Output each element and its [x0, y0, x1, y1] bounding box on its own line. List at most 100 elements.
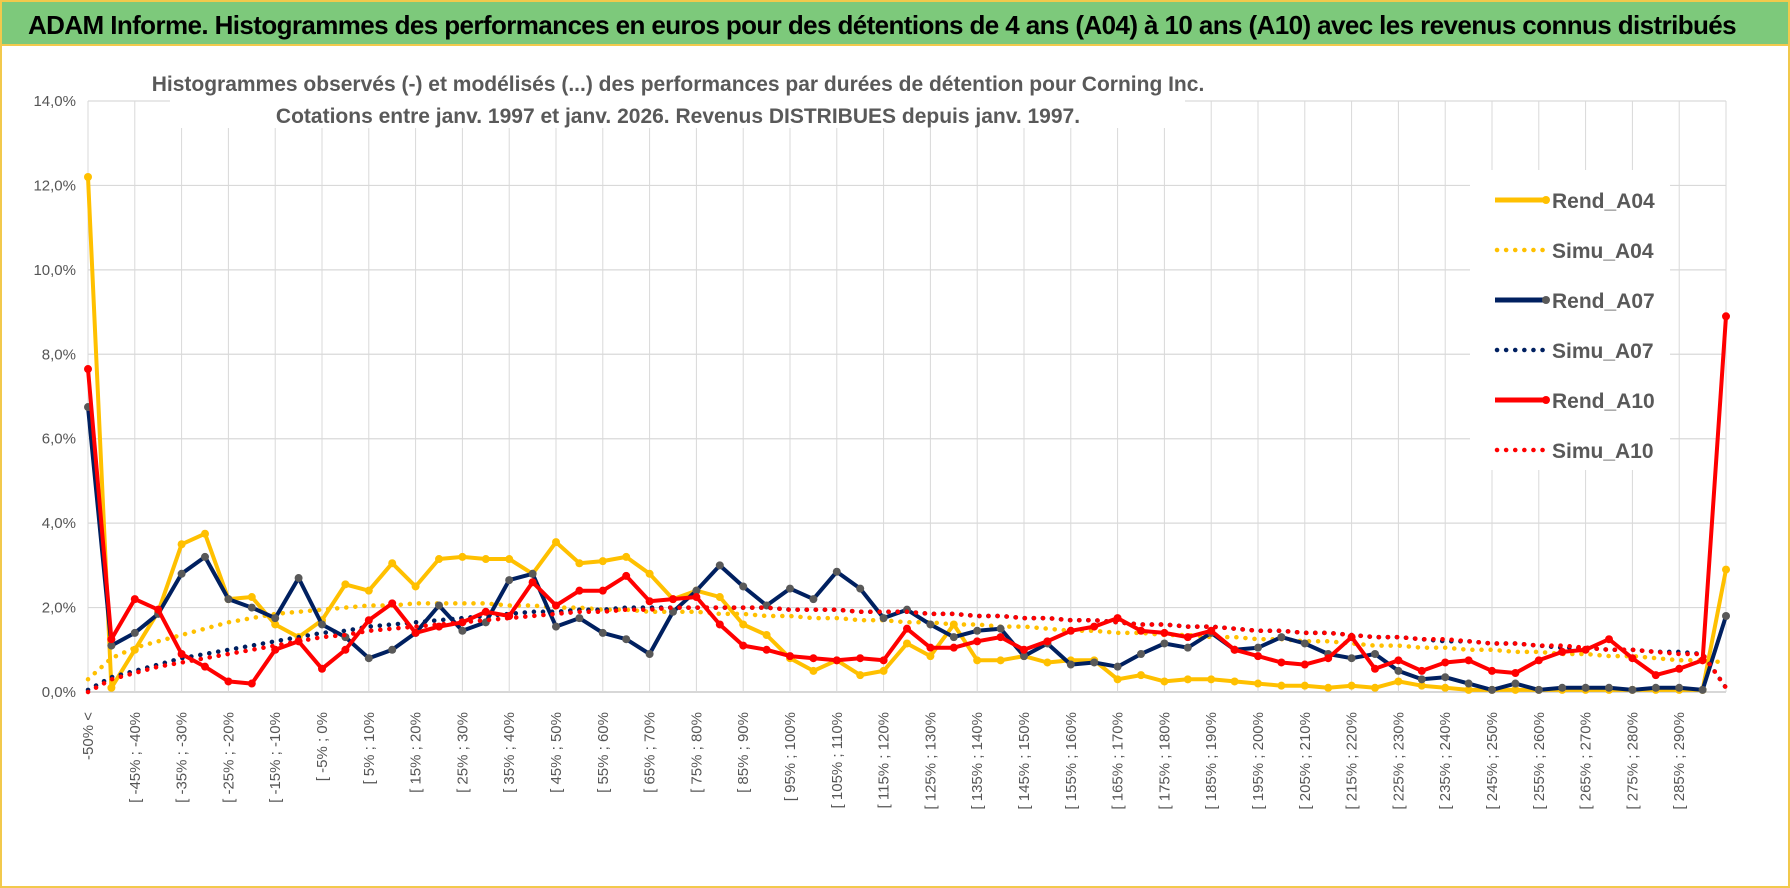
data-point: [739, 641, 748, 650]
data-point: [1254, 679, 1262, 688]
x-tick-label: [ 35% ; 40%: [501, 712, 518, 793]
y-tick-label: 0,0%: [42, 684, 76, 701]
legend-item-rend-a04: Rend_A04: [1495, 190, 1655, 213]
data-point: [1137, 650, 1145, 659]
data-point: [1324, 683, 1333, 692]
data-point: [1207, 675, 1216, 684]
data-point: [458, 626, 467, 635]
data-point: [762, 631, 771, 640]
data-point: [1581, 683, 1590, 692]
data-point: [575, 559, 584, 568]
data-point: [1020, 652, 1028, 661]
data-point: [318, 620, 326, 629]
legend-label: Rend_A07: [1552, 290, 1655, 313]
data-point: [1488, 666, 1496, 675]
data-point: [1277, 658, 1286, 667]
data-point: [1534, 656, 1543, 665]
x-tick-label: [ 255% ; 260%: [1531, 712, 1548, 810]
data-point: [271, 614, 280, 623]
y-tick-label: 12,0%: [33, 177, 76, 194]
data-point: [1183, 643, 1192, 652]
data-point: [458, 552, 467, 561]
x-tick-label: [ 95% ; 100%: [782, 712, 799, 801]
legend-label: Rend_A10: [1552, 390, 1655, 413]
data-point: [1488, 685, 1496, 694]
data-point: [247, 593, 256, 602]
data-point: [130, 595, 139, 604]
legend-box: [1470, 170, 1670, 470]
data-point: [1417, 666, 1426, 675]
data-point: [926, 652, 935, 661]
data-point: [435, 555, 443, 564]
data-point: [481, 555, 490, 564]
data-point: [481, 607, 490, 616]
x-tick-label: [ 25% ; 30%: [454, 712, 471, 793]
x-tick-label: [ 265% ; 270%: [1578, 712, 1595, 810]
data-point: [1417, 681, 1426, 690]
y-tick-label: 14,0%: [33, 93, 76, 110]
x-tick-label: [ -25% ; -20%: [220, 712, 237, 803]
data-point: [1441, 683, 1450, 692]
data-point: [177, 540, 186, 549]
x-tick-label: [ 215% ; 220%: [1344, 712, 1361, 810]
data-point: [177, 650, 186, 659]
data-point: [154, 605, 163, 614]
data-point: [1417, 675, 1426, 684]
data-point: [247, 603, 256, 612]
data-point: [201, 552, 209, 561]
data-point: [645, 569, 654, 578]
data-point: [364, 586, 373, 595]
data-point: [528, 569, 537, 578]
data-point: [1066, 626, 1075, 635]
data-point: [1675, 664, 1684, 673]
data-point: [903, 639, 911, 648]
data-point: [879, 614, 888, 623]
data-point: [1441, 658, 1450, 667]
data-point: [201, 662, 209, 671]
legend-marker: [1542, 196, 1550, 204]
data-point: [879, 656, 888, 665]
data-point: [1160, 628, 1169, 637]
data-point: [224, 595, 233, 604]
data-point: [1300, 681, 1309, 690]
data-point: [1394, 666, 1403, 675]
legend-marker: [1542, 396, 1550, 404]
data-point: [715, 561, 724, 570]
data-point: [130, 628, 139, 637]
data-point: [809, 595, 818, 604]
data-point: [1254, 652, 1262, 661]
data-point: [598, 628, 607, 637]
data-point: [809, 666, 818, 675]
data-point: [1511, 679, 1520, 688]
data-point: [1651, 683, 1660, 692]
data-series: [84, 172, 1730, 695]
data-point: [575, 586, 584, 595]
legend-item-simu-a10: Simu_A10: [1494, 440, 1654, 463]
data-point: [341, 645, 350, 654]
data-point: [1441, 673, 1450, 682]
data-point: [692, 593, 701, 602]
y-tick-label: 2,0%: [42, 600, 76, 617]
data-point: [949, 643, 958, 652]
x-tick-label: [ 285% ; 290%: [1671, 712, 1688, 810]
legend-label: Simu_A10: [1552, 440, 1654, 463]
data-point: [1675, 683, 1684, 692]
data-point: [1722, 565, 1730, 574]
data-point: [1090, 658, 1099, 667]
data-point: [1183, 633, 1192, 642]
data-point: [832, 656, 841, 665]
data-point: [388, 645, 397, 654]
data-point: [318, 664, 326, 673]
chart-title: Histogrammes observés (-) et modélisés (…: [152, 73, 1205, 96]
data-point: [1043, 637, 1052, 646]
legend-item-rend-a10: Rend_A10: [1495, 390, 1655, 413]
data-point: [107, 641, 116, 650]
data-point: [1464, 685, 1473, 694]
data-point: [1160, 639, 1169, 648]
data-point: [645, 597, 654, 606]
data-point: [1090, 622, 1099, 631]
data-point: [715, 593, 724, 602]
x-tick-label: [ 5% ; 10%: [361, 712, 378, 785]
data-point: [1464, 656, 1473, 665]
data-point: [739, 582, 748, 591]
